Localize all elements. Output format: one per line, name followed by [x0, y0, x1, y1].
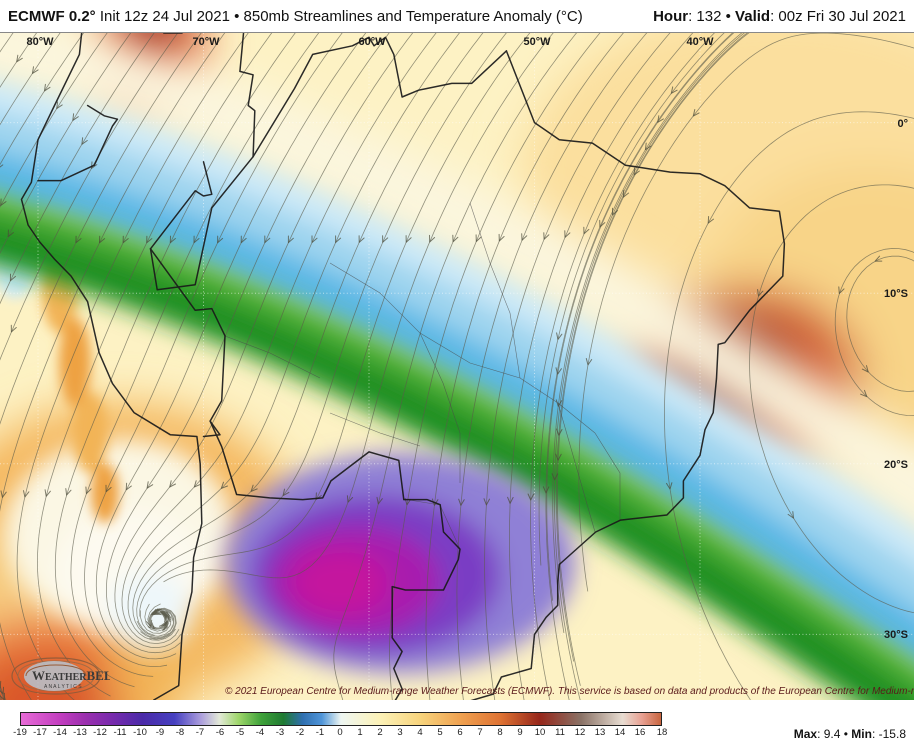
svg-text:40°W: 40°W: [686, 36, 714, 48]
svg-text:60°W: 60°W: [358, 36, 386, 48]
svg-text:10°S: 10°S: [884, 288, 908, 300]
svg-text:80°W: 80°W: [26, 36, 54, 48]
svg-text:50°W: 50°W: [523, 36, 551, 48]
svg-text:20°S: 20°S: [884, 459, 908, 471]
svg-text:0°: 0°: [897, 118, 908, 130]
svg-text:70°W: 70°W: [192, 36, 220, 48]
svg-text:A N A L Y T I C S: A N A L Y T I C S: [44, 684, 82, 690]
svg-text:30°S: 30°S: [884, 629, 908, 641]
